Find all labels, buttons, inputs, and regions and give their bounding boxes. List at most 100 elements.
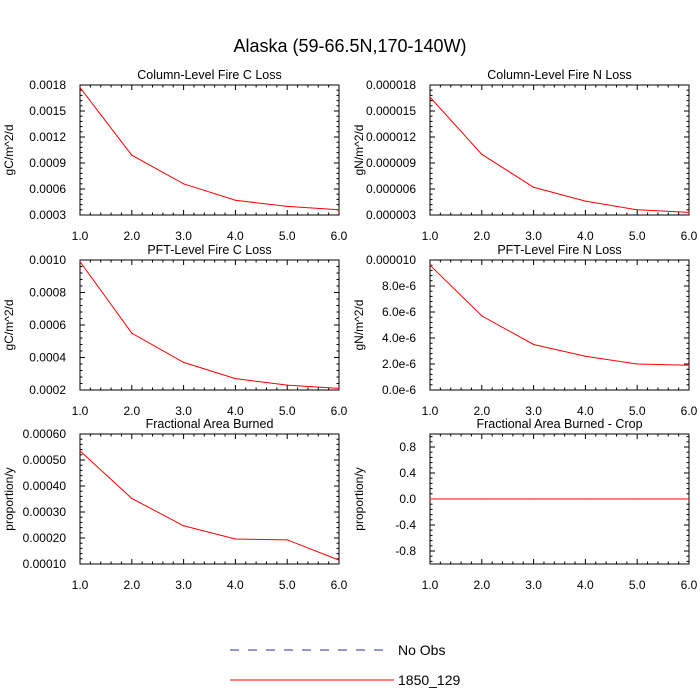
panel-5: 1.0 2.0 3.0 4.0 5.0 6.0 0.00010 0.00020 0.00030 0… — [2, 417, 348, 592]
panel-title: PFT-Level Fire C Loss — [147, 243, 271, 257]
x-tick-label: 6.0 — [331, 578, 348, 592]
data-point — [183, 525, 185, 527]
x-tick-label: 5.0 — [279, 229, 296, 243]
plot-frame — [429, 84, 690, 216]
x-tick-label: 3.0 — [525, 229, 542, 243]
y-tick-label: 0.000015 — [366, 104, 416, 118]
x-tick-label: 3.0 — [525, 578, 542, 592]
x-tick-label: 2.0 — [123, 578, 140, 592]
x-tick-label: 6.0 — [681, 229, 698, 243]
y-tick-label: 0.0e-6 — [382, 383, 416, 397]
x-tick-label: 2.0 — [123, 229, 140, 243]
y-axis-label: gN/m^2/d — [352, 300, 366, 351]
panel-2: 1.0 2.0 3.0 4.0 5.0 6.0 0.000003 0.000006 0.0000… — [352, 68, 698, 243]
y-tick-label: 0.4 — [399, 466, 416, 480]
panel-title: Fractional Area Burned — [146, 417, 274, 431]
y-tick-label: 0.0008 — [29, 286, 66, 300]
panel-title: Column-Level Fire C Loss — [137, 68, 282, 82]
data-point — [338, 209, 340, 211]
data-point — [533, 343, 535, 346]
y-tick-label: 0.00030 — [23, 505, 67, 519]
y-tick-label: 0.00010 — [23, 557, 67, 571]
y-tick-label: 0.0006 — [29, 182, 66, 196]
data-point — [79, 450, 81, 452]
y-tick-label: -0.8 — [395, 544, 416, 558]
series-line-1850-129 — [79, 261, 340, 389]
series-line-1850-129 — [79, 87, 340, 211]
x-tick-label: 5.0 — [279, 578, 296, 592]
y-tick-label: 0.00060 — [23, 427, 67, 441]
y-tick-label: 0.000006 — [366, 182, 416, 196]
data-point — [234, 199, 236, 201]
y-tick-label: 0.0006 — [29, 318, 66, 332]
data-point — [584, 355, 587, 357]
data-point — [481, 498, 483, 500]
data-point — [481, 153, 483, 155]
data-point — [234, 538, 236, 540]
x-tick-label: 5.0 — [629, 578, 646, 592]
y-tick-label: 0.000012 — [366, 130, 416, 144]
data-point — [131, 154, 133, 156]
data-point — [338, 559, 340, 561]
x-tick-label: 6.0 — [681, 578, 698, 592]
data-point — [286, 384, 288, 386]
x-tick-label: 4.0 — [577, 229, 594, 243]
y-axis-label: gN/m^2/d — [352, 125, 366, 176]
y-tick-label: 0.00020 — [23, 531, 67, 545]
panel-4: 1.0 2.0 3.0 4.0 5.0 6.0 0.0e-6 2.0e-6 4.0e-6 6.0e… — [352, 243, 698, 418]
y-tick-label: 0.0 — [399, 492, 416, 506]
plot-frame — [429, 259, 690, 391]
x-tick-label: 3.0 — [175, 404, 192, 418]
x-tick-label: 3.0 — [175, 229, 192, 243]
data-point — [636, 363, 638, 365]
data-point — [79, 87, 81, 89]
data-point — [79, 261, 81, 263]
data-point — [286, 205, 288, 207]
data-point — [584, 200, 587, 202]
x-tick-label: 1.0 — [72, 229, 89, 243]
x-tick-label: 4.0 — [577, 578, 594, 592]
data-point — [234, 378, 236, 380]
plot-frame — [79, 84, 340, 216]
x-tick-label: 3.0 — [525, 404, 542, 418]
series-line-1850-129 — [429, 264, 690, 366]
x-tick-label: 3.0 — [175, 578, 192, 592]
series-line-1850-129 — [79, 450, 340, 561]
y-tick-label: 0.00040 — [23, 479, 67, 493]
plot-frame — [79, 433, 340, 565]
y-tick-label: 0.8 — [399, 440, 416, 454]
y-tick-label: 0.0010 — [29, 253, 66, 267]
x-tick-label: 4.0 — [227, 578, 244, 592]
y-tick-label: 4.0e-6 — [382, 331, 416, 345]
series-line-1850-129 — [429, 96, 690, 213]
data-point — [688, 498, 690, 500]
x-tick-label: 4.0 — [227, 404, 244, 418]
x-tick-label: 6.0 — [681, 404, 698, 418]
x-tick-label: 1.0 — [72, 404, 89, 418]
data-point — [636, 498, 638, 500]
panel-6: 1.0 2.0 3.0 4.0 5.0 6.0 -0.8 -0.4 0.0 0.4 0.8 Fract… — [352, 417, 698, 592]
data-point — [636, 209, 638, 211]
y-axis-label: proportion/y — [2, 467, 16, 530]
x-tick-label: 2.0 — [123, 404, 140, 418]
data-point — [286, 539, 288, 541]
x-tick-label: 5.0 — [629, 404, 646, 418]
y-tick-label: 0.000010 — [366, 253, 416, 267]
data-point — [131, 497, 133, 500]
y-tick-label: 0.000003 — [366, 208, 416, 222]
y-tick-label: 0.00050 — [23, 453, 67, 467]
y-tick-label: -0.4 — [395, 518, 416, 532]
data-point — [429, 264, 431, 266]
x-tick-label: 5.0 — [279, 404, 296, 418]
legend: No Obs 1850_129 — [230, 642, 461, 688]
data-point — [338, 387, 340, 389]
panel-title: Column-Level Fire N Loss — [487, 68, 632, 82]
y-tick-label: 0.0012 — [29, 130, 66, 144]
y-tick-label: 0.000018 — [366, 78, 416, 92]
y-axis-label: gC/m^2/d — [2, 300, 16, 351]
y-axis-label: proportion/y — [352, 467, 366, 530]
data-point — [688, 364, 690, 366]
y-tick-label: 0.000009 — [366, 156, 416, 170]
x-tick-label: 2.0 — [473, 229, 490, 243]
x-tick-label: 5.0 — [629, 229, 646, 243]
